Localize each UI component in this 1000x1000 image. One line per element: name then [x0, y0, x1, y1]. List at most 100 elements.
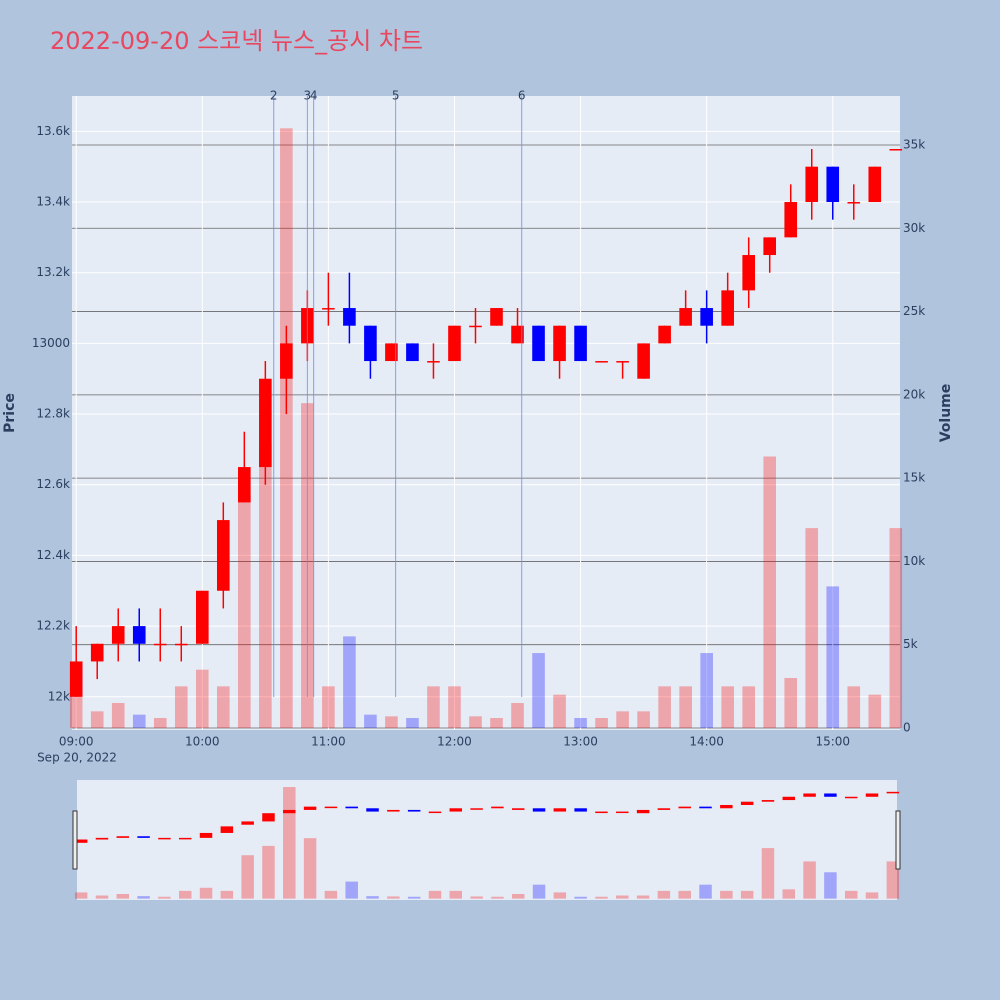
mini-candle — [283, 809, 296, 814]
volume-bar — [343, 636, 356, 729]
mini-volume-bar — [553, 892, 567, 899]
mini-candle — [865, 793, 879, 797]
mini-volume-bar — [782, 889, 796, 899]
candle-body — [280, 343, 293, 379]
mini-volume-bar — [595, 896, 608, 899]
mini-candle — [199, 832, 213, 838]
mini-candle — [844, 796, 858, 799]
x-tick-label: 11:00 — [311, 735, 346, 749]
y-tick-label: 12.2k — [36, 619, 70, 633]
mini-candle — [636, 809, 650, 814]
mini-candle — [574, 808, 587, 812]
mini-volume-bar — [303, 838, 317, 899]
y2-tick-label: 35k — [903, 137, 925, 151]
y-tick-label: 13.4k — [36, 195, 70, 209]
annotation-label: 3 — [304, 89, 312, 103]
candle-body — [238, 467, 251, 503]
volume-bar — [679, 686, 692, 729]
mini-candle — [324, 806, 338, 809]
mini-candle — [824, 793, 837, 797]
candle-body — [763, 237, 777, 256]
candle-body — [469, 325, 482, 328]
mini-candle — [782, 796, 796, 801]
range-handle[interactable] — [895, 810, 901, 870]
mini-volume-bar — [636, 895, 650, 899]
volume-bar — [847, 686, 861, 729]
candle-body — [153, 643, 167, 646]
mini-volume-bar — [803, 861, 816, 899]
mini-candle — [137, 836, 150, 838]
volume-bar — [364, 714, 377, 729]
volume-bar — [90, 711, 104, 729]
volume-bar — [553, 694, 566, 729]
mini-volume-bar — [761, 848, 775, 899]
volume-bar — [868, 694, 882, 729]
mini-candle — [491, 806, 504, 809]
mini-candle — [886, 791, 900, 794]
candle-body — [847, 202, 861, 204]
volume-bar — [763, 456, 777, 729]
candle-body — [532, 325, 545, 362]
mini-candle — [678, 806, 691, 809]
mini-volume-bar — [449, 890, 463, 899]
volume-bar — [742, 686, 755, 729]
mini-candle — [387, 809, 400, 812]
mini-candle — [345, 806, 358, 809]
mini-candle — [470, 808, 483, 810]
candle-body — [111, 626, 125, 644]
mini-volume-bar — [241, 855, 254, 899]
candle-body — [700, 308, 713, 326]
volume-bar — [469, 716, 482, 729]
mini-candle — [740, 801, 754, 805]
candle-body — [132, 626, 146, 644]
mini-volume-bar — [407, 896, 421, 899]
volume-bar — [532, 653, 545, 729]
volume-bar — [616, 711, 629, 729]
volume-bar — [259, 444, 272, 729]
mini-volume-bar — [324, 890, 338, 899]
mini-volume-bar — [137, 896, 150, 899]
volume-bar — [111, 703, 125, 729]
mini-volume-bar — [699, 884, 712, 899]
mini-candle — [532, 808, 546, 812]
range-handle[interactable] — [72, 810, 78, 870]
volume-bar — [700, 653, 713, 729]
candle-body — [721, 290, 734, 326]
volume-bar — [132, 714, 146, 729]
y2-tick-label: 0 — [903, 721, 911, 735]
candle-body — [322, 308, 335, 310]
mini-volume-bar — [262, 845, 275, 899]
mini-candle — [74, 839, 88, 843]
volume-bar — [637, 711, 650, 729]
mini-candle — [220, 826, 234, 833]
volume-bar — [406, 718, 419, 729]
range-slider[interactable] — [77, 780, 897, 900]
mini-candle — [720, 804, 733, 809]
y-tick-label: 12.6k — [36, 477, 70, 491]
volume-bar — [280, 128, 293, 729]
mini-candle — [616, 811, 629, 814]
candle-body — [679, 308, 692, 326]
mini-candle — [116, 836, 130, 838]
y2-tick-label: 5k — [903, 637, 918, 651]
volume-bar — [322, 686, 335, 729]
mini-candle — [428, 811, 442, 814]
volume-bar — [784, 678, 798, 729]
x-tick-label: 14:00 — [689, 735, 724, 749]
volume-bar — [69, 694, 83, 729]
candle-body — [805, 166, 819, 203]
mini-volume-bar — [74, 892, 88, 899]
mini-candle — [407, 809, 421, 812]
mini-volume-bar — [511, 893, 525, 899]
candle-body — [343, 308, 356, 326]
x-tick-label: 10:00 — [185, 735, 220, 749]
chart-title: 2022-09-20 스코넥 뉴스_공시 차트 — [50, 27, 423, 55]
volume-bar — [595, 718, 608, 729]
y2-tick-label: 20k — [903, 387, 925, 401]
mini-volume-bar — [199, 887, 213, 899]
y2-tick-label: 10k — [903, 554, 925, 568]
mini-candle — [511, 808, 525, 810]
volume-bar — [826, 586, 840, 729]
mini-volume-bar — [865, 892, 879, 899]
